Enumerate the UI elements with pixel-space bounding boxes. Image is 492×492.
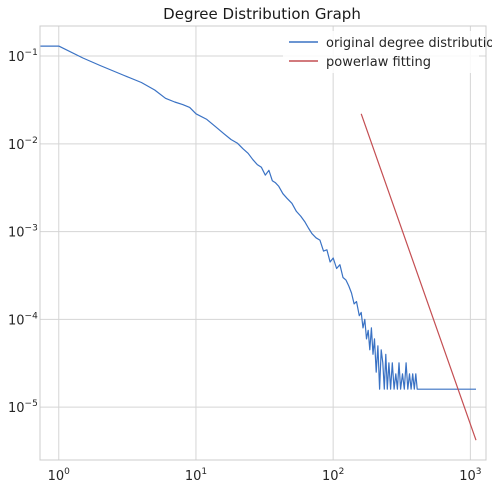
y-tick-label-4: 10−1 [8, 48, 38, 65]
y-tick-label-3: 10−2 [8, 136, 38, 153]
y-tick-label-2: 10−3 [8, 224, 38, 241]
x-tick-label-1: 101 [185, 467, 207, 484]
legend: original degree distribution powerlaw fit… [283, 31, 492, 73]
y-tick-label-1: 10−4 [8, 311, 38, 328]
x-tick-label-3: 103 [459, 467, 481, 484]
x-tick-label-0: 100 [48, 467, 71, 484]
legend-box [283, 31, 479, 73]
plot-frame [39, 25, 487, 461]
series-lines [40, 45, 477, 441]
tick-labels: 100 101 102 103 10−5 10−4 10−3 10−2 10−1 [8, 48, 482, 484]
series-line-original-degree-distribution [40, 45, 476, 390]
chart-title: Degree Distribution Graph [163, 5, 361, 23]
series-line-powerlaw-fitting [360, 113, 477, 441]
legend-label-1: powerlaw fitting [326, 55, 431, 70]
legend-label-0: original degree distribution [326, 36, 492, 51]
grid-lines [40, 26, 486, 460]
x-tick-label-2: 102 [322, 467, 344, 484]
y-tick-label-0: 10−5 [8, 399, 38, 416]
